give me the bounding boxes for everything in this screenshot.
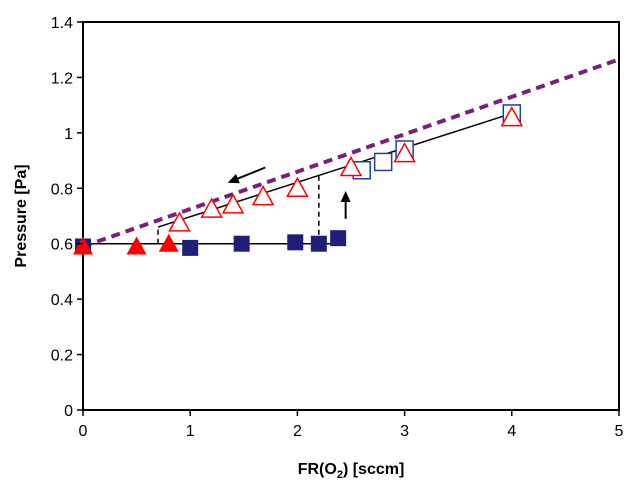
x-tick-label: 2	[293, 423, 302, 440]
y-tick-label: 0.6	[51, 237, 73, 254]
x-axis-title-subscript: 2	[337, 469, 343, 481]
x-tick-label: 0	[79, 423, 88, 440]
data-point-open-triangle	[221, 193, 245, 214]
arrow-head	[227, 173, 240, 184]
data-point-filled-square	[182, 239, 199, 256]
x-axis-title-main: FR(O	[298, 461, 337, 478]
data-point-filled-square	[330, 230, 347, 247]
points-layer	[73, 104, 524, 256]
x-tick-label: 4	[507, 423, 516, 440]
x-axis-title-suffix: ) [sccm]	[343, 461, 404, 478]
y-tick-label: 1	[64, 126, 73, 143]
data-point-filled-triangle	[126, 236, 147, 255]
arrow-head	[340, 191, 351, 203]
data-point-open-triangle	[393, 142, 416, 163]
data-point-open-triangle	[286, 176, 309, 198]
data-point-filled-square	[310, 235, 327, 252]
y-tick-label: 0.8	[51, 181, 73, 198]
data-point-filled-triangle	[73, 236, 93, 255]
x-tick-label: 1	[186, 423, 195, 440]
data-point-open-triangle	[251, 185, 275, 206]
data-point-open-triangle	[500, 106, 524, 127]
y-tick-label: 0.2	[51, 348, 73, 365]
y-tick-label: 0.4	[51, 292, 73, 309]
plot-area	[82, 21, 620, 411]
y-tick-label: 1.4	[51, 15, 73, 32]
data-point-open-triangle	[339, 155, 363, 177]
y-tick-label: 1.2	[51, 70, 73, 87]
data-point-filled-triangle	[158, 233, 179, 252]
data-point-open-triangle	[200, 197, 223, 218]
x-tick-label: 3	[400, 423, 409, 440]
data-point-open-triangle	[168, 211, 191, 232]
trend-line-dashed	[82, 57, 620, 249]
ticks-layer: 0 1 2 3 4 5 0 0.2 0.4 0.6 0.8 1 1.2 1.4	[51, 15, 624, 440]
arrow-shaft	[237, 166, 266, 180]
y-axis-title: Pressure [Pa]	[13, 164, 30, 267]
x-tick-label: 5	[615, 423, 624, 440]
annotations-layer	[227, 166, 351, 219]
data-point-filled-square	[287, 234, 304, 251]
data-point-filled-square	[233, 235, 250, 252]
x-axis-title: FR(O2) [sccm]	[298, 461, 405, 481]
y-tick-label: 0	[64, 403, 73, 420]
data-point-open-square	[373, 152, 393, 172]
